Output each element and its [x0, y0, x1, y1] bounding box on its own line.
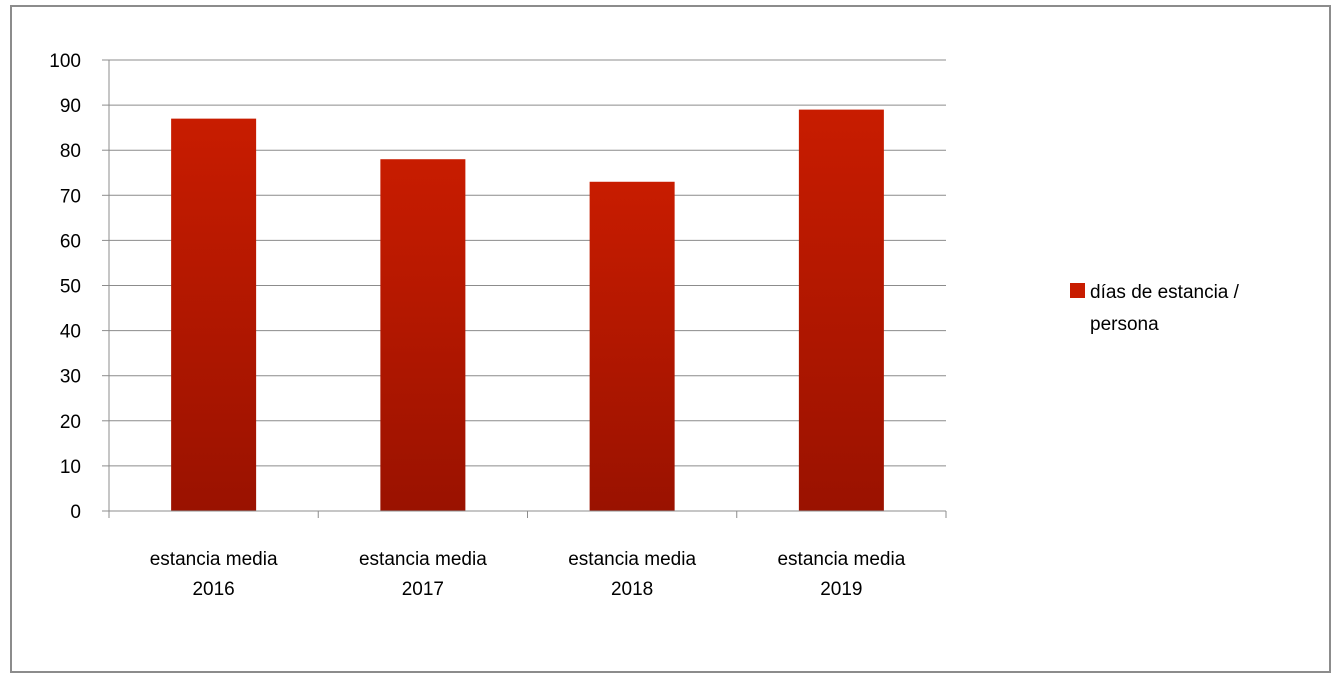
x-category-label: estancia media 2019 — [777, 549, 905, 600]
y-tick-label: 30 — [60, 367, 81, 388]
x-category-label: estancia media 2018 — [568, 549, 696, 600]
y-tick-label: 0 — [70, 502, 81, 523]
y-tick-label: 50 — [60, 277, 81, 298]
bar — [380, 159, 466, 511]
bar — [589, 181, 675, 511]
y-tick-label: 100 — [49, 51, 81, 72]
y-tick-label: 80 — [60, 141, 81, 162]
y-tick-label: 20 — [60, 412, 81, 433]
y-tick-label: 60 — [60, 231, 81, 252]
y-tick-label: 10 — [60, 457, 81, 478]
bar — [798, 109, 884, 512]
x-category-label: estancia media 2017 — [359, 549, 487, 600]
y-tick-label: 40 — [60, 322, 81, 343]
legend-swatch — [1070, 283, 1085, 298]
y-tick-label: 70 — [60, 186, 81, 207]
bar — [171, 118, 257, 511]
x-category-label: estancia media 2016 — [150, 549, 278, 600]
axes — [102, 59, 947, 518]
x-category-labels: estancia media 2016 estancia media 2017 esta… — [150, 549, 906, 600]
y-tick-label: 90 — [60, 96, 81, 117]
legend-label: días de estancia / persona — [1090, 282, 1239, 335]
bars — [171, 109, 884, 512]
y-tick-labels: 0 10 20 30 40 50 60 70 80 90 100 — [49, 51, 81, 523]
